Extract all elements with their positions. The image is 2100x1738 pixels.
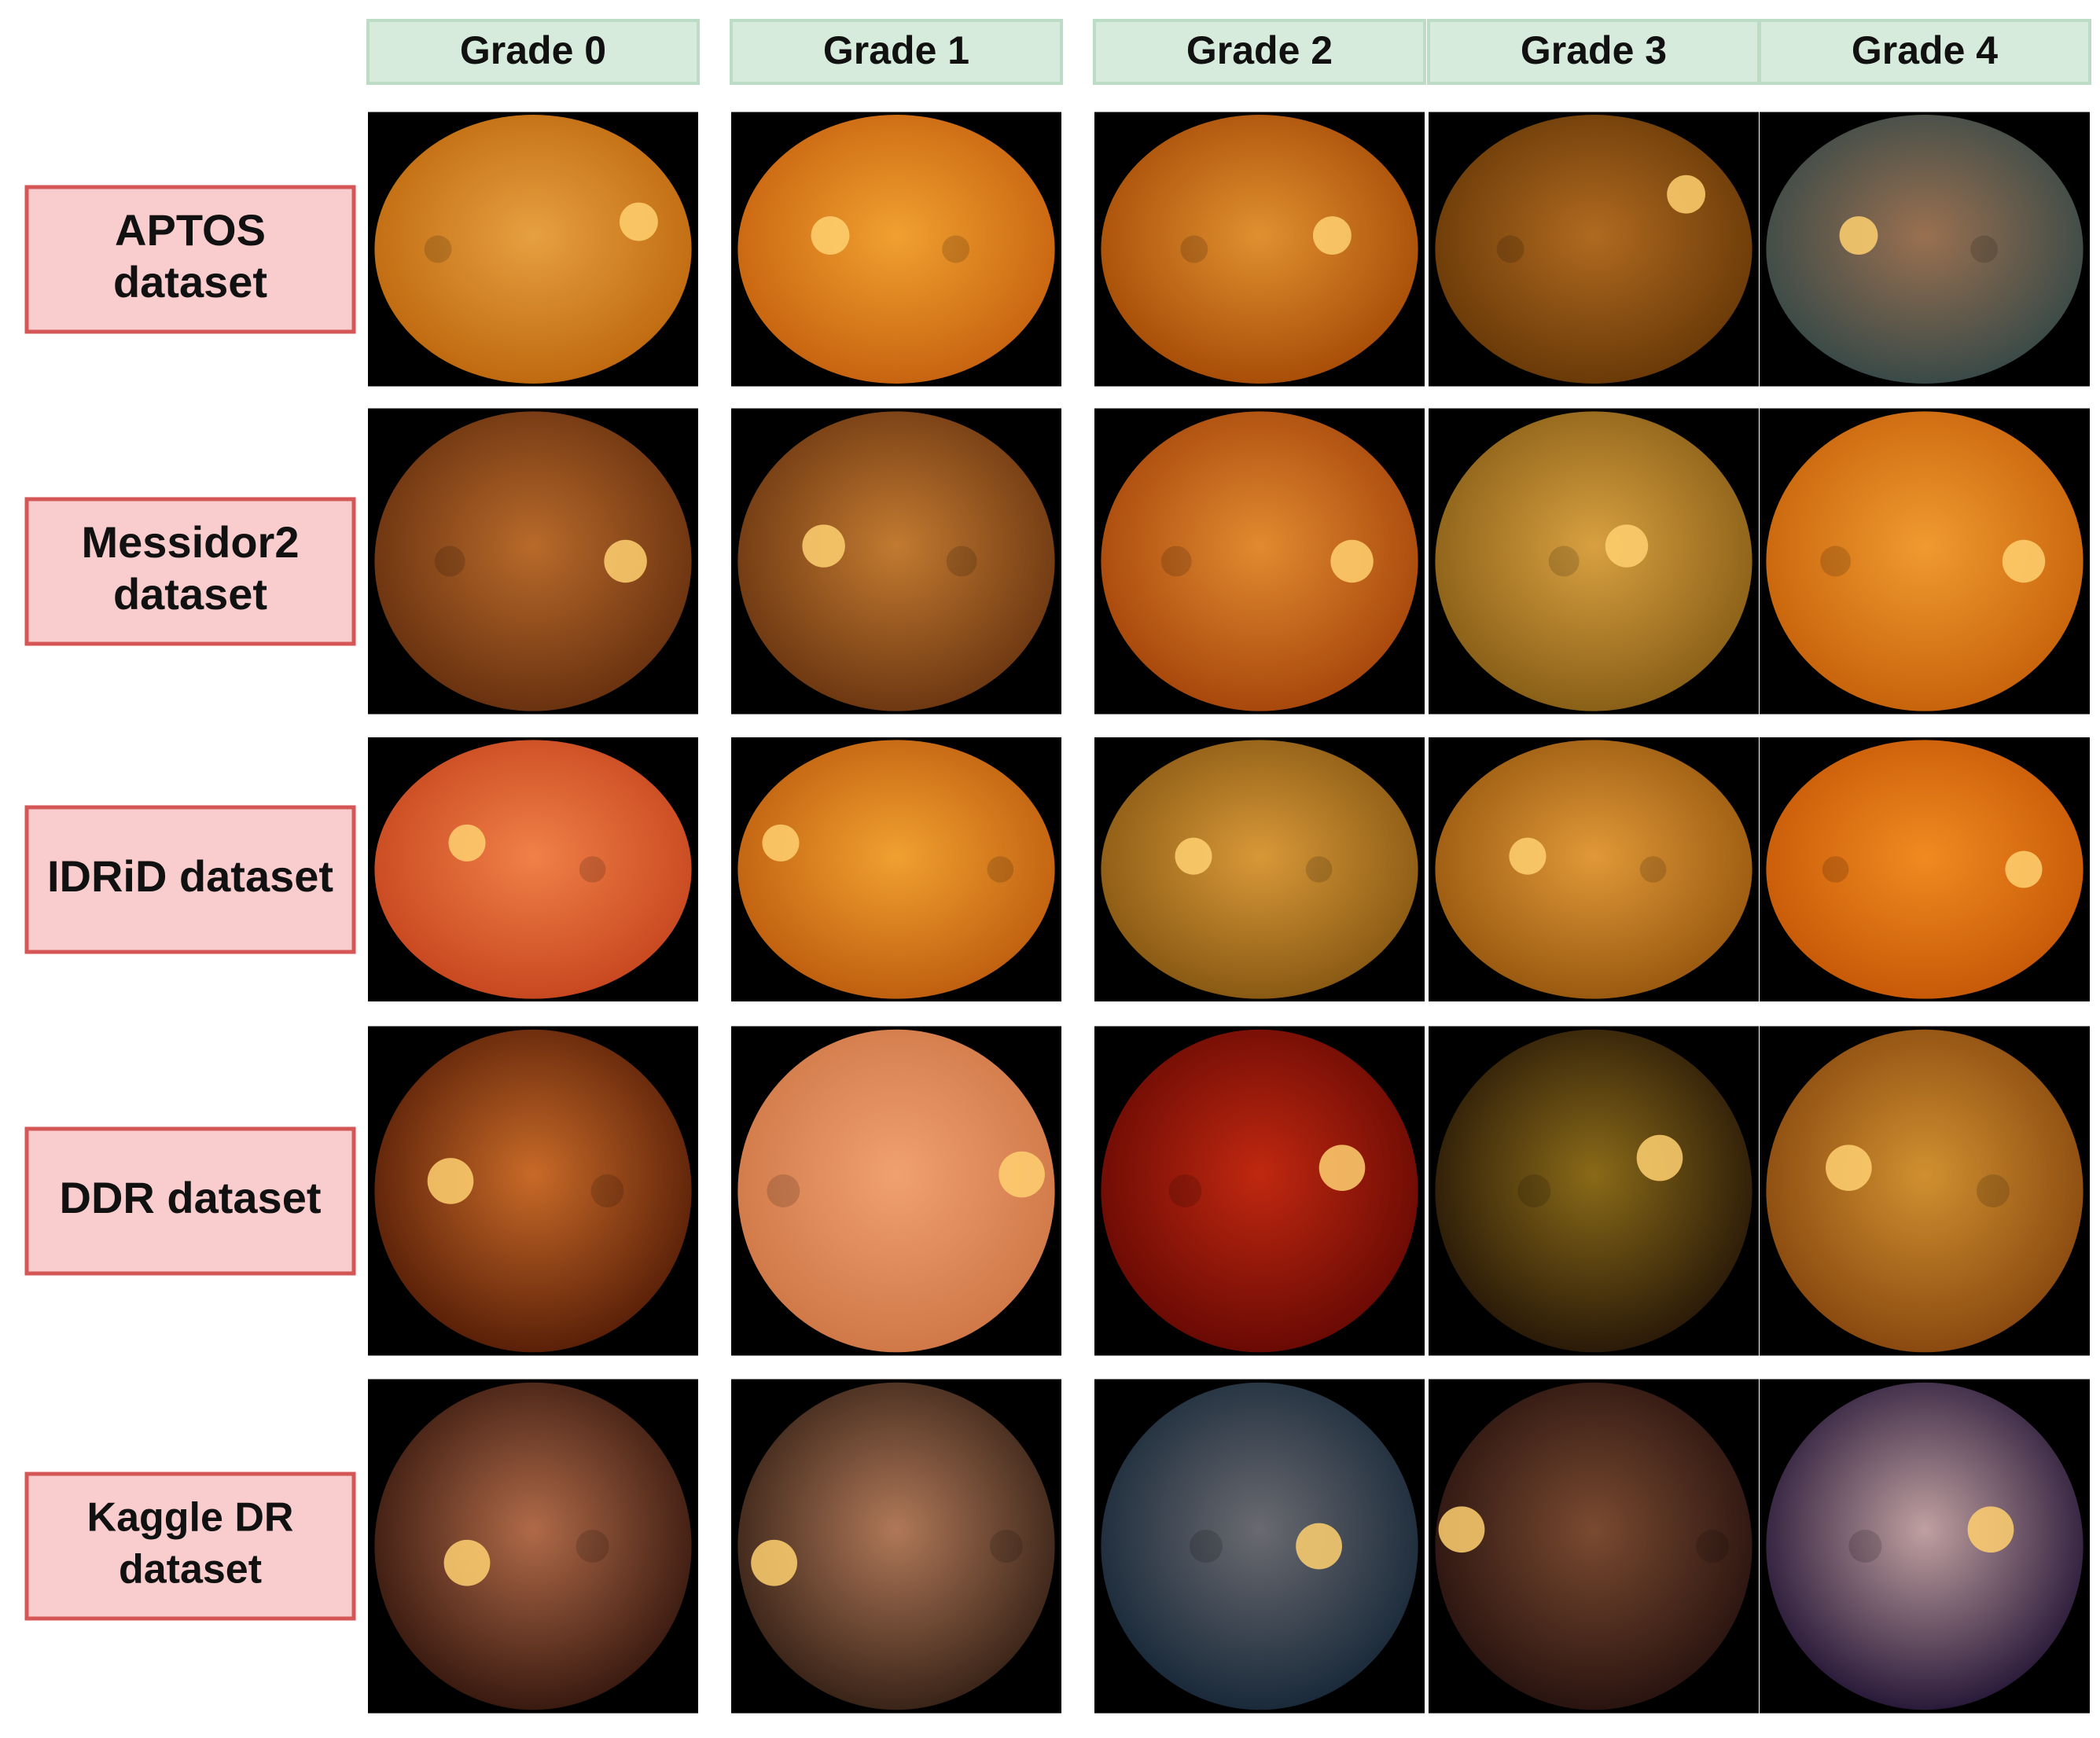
row-label: dataset bbox=[119, 1547, 262, 1593]
row-label: Kaggle DR bbox=[87, 1495, 294, 1541]
column-header-box bbox=[1758, 19, 2091, 85]
fundus-image bbox=[1429, 1379, 1759, 1714]
fundus-image bbox=[1094, 112, 1425, 387]
column-header-box bbox=[730, 19, 1063, 85]
fundus-image bbox=[731, 408, 1061, 715]
fundus-image bbox=[368, 408, 698, 715]
column-header: Grade 3 bbox=[1521, 28, 1667, 72]
fundus-image bbox=[1429, 408, 1759, 715]
column-header: Grade 2 bbox=[1186, 28, 1333, 72]
column-header-box bbox=[366, 19, 700, 85]
fundus-image bbox=[368, 1379, 698, 1714]
row-label: IDRiD dataset bbox=[47, 851, 333, 901]
fundus-image bbox=[1760, 112, 2090, 387]
column-header: Grade 0 bbox=[460, 28, 606, 72]
fundus-image bbox=[1760, 737, 2090, 1001]
fundus-image bbox=[1094, 408, 1425, 715]
fundus-image bbox=[731, 1379, 1061, 1714]
fundus-image bbox=[368, 112, 698, 387]
fundus-image bbox=[1094, 1026, 1425, 1356]
row-label-box bbox=[24, 1126, 356, 1276]
row-label-box bbox=[24, 1472, 356, 1621]
row-label: DDR dataset bbox=[60, 1173, 322, 1222]
row-label-box bbox=[24, 497, 356, 646]
column-header: Grade 4 bbox=[1852, 28, 1998, 72]
row-label: dataset bbox=[113, 569, 267, 619]
fundus-image bbox=[1094, 737, 1425, 1001]
fundus-image bbox=[731, 1026, 1061, 1356]
fundus-image bbox=[368, 737, 698, 1001]
column-header: Grade 1 bbox=[823, 28, 969, 72]
fundus-image bbox=[731, 112, 1061, 387]
row-label: dataset bbox=[113, 257, 267, 307]
row-label: APTOS bbox=[115, 205, 266, 255]
column-header-box bbox=[1093, 19, 1426, 85]
fundus-image bbox=[1429, 737, 1759, 1001]
row-label-box bbox=[24, 185, 356, 334]
fundus-image bbox=[731, 737, 1061, 1001]
fundus-image bbox=[1760, 1026, 2090, 1356]
fundus-image bbox=[1094, 1379, 1425, 1714]
fundus-image bbox=[1429, 112, 1759, 387]
row-label-box bbox=[24, 805, 356, 954]
fundus-image bbox=[368, 1026, 698, 1356]
fundus-image bbox=[1429, 1026, 1759, 1356]
fundus-image bbox=[1760, 1379, 2090, 1714]
fundus-image bbox=[1760, 408, 2090, 715]
row-label: Messidor2 bbox=[82, 517, 300, 567]
